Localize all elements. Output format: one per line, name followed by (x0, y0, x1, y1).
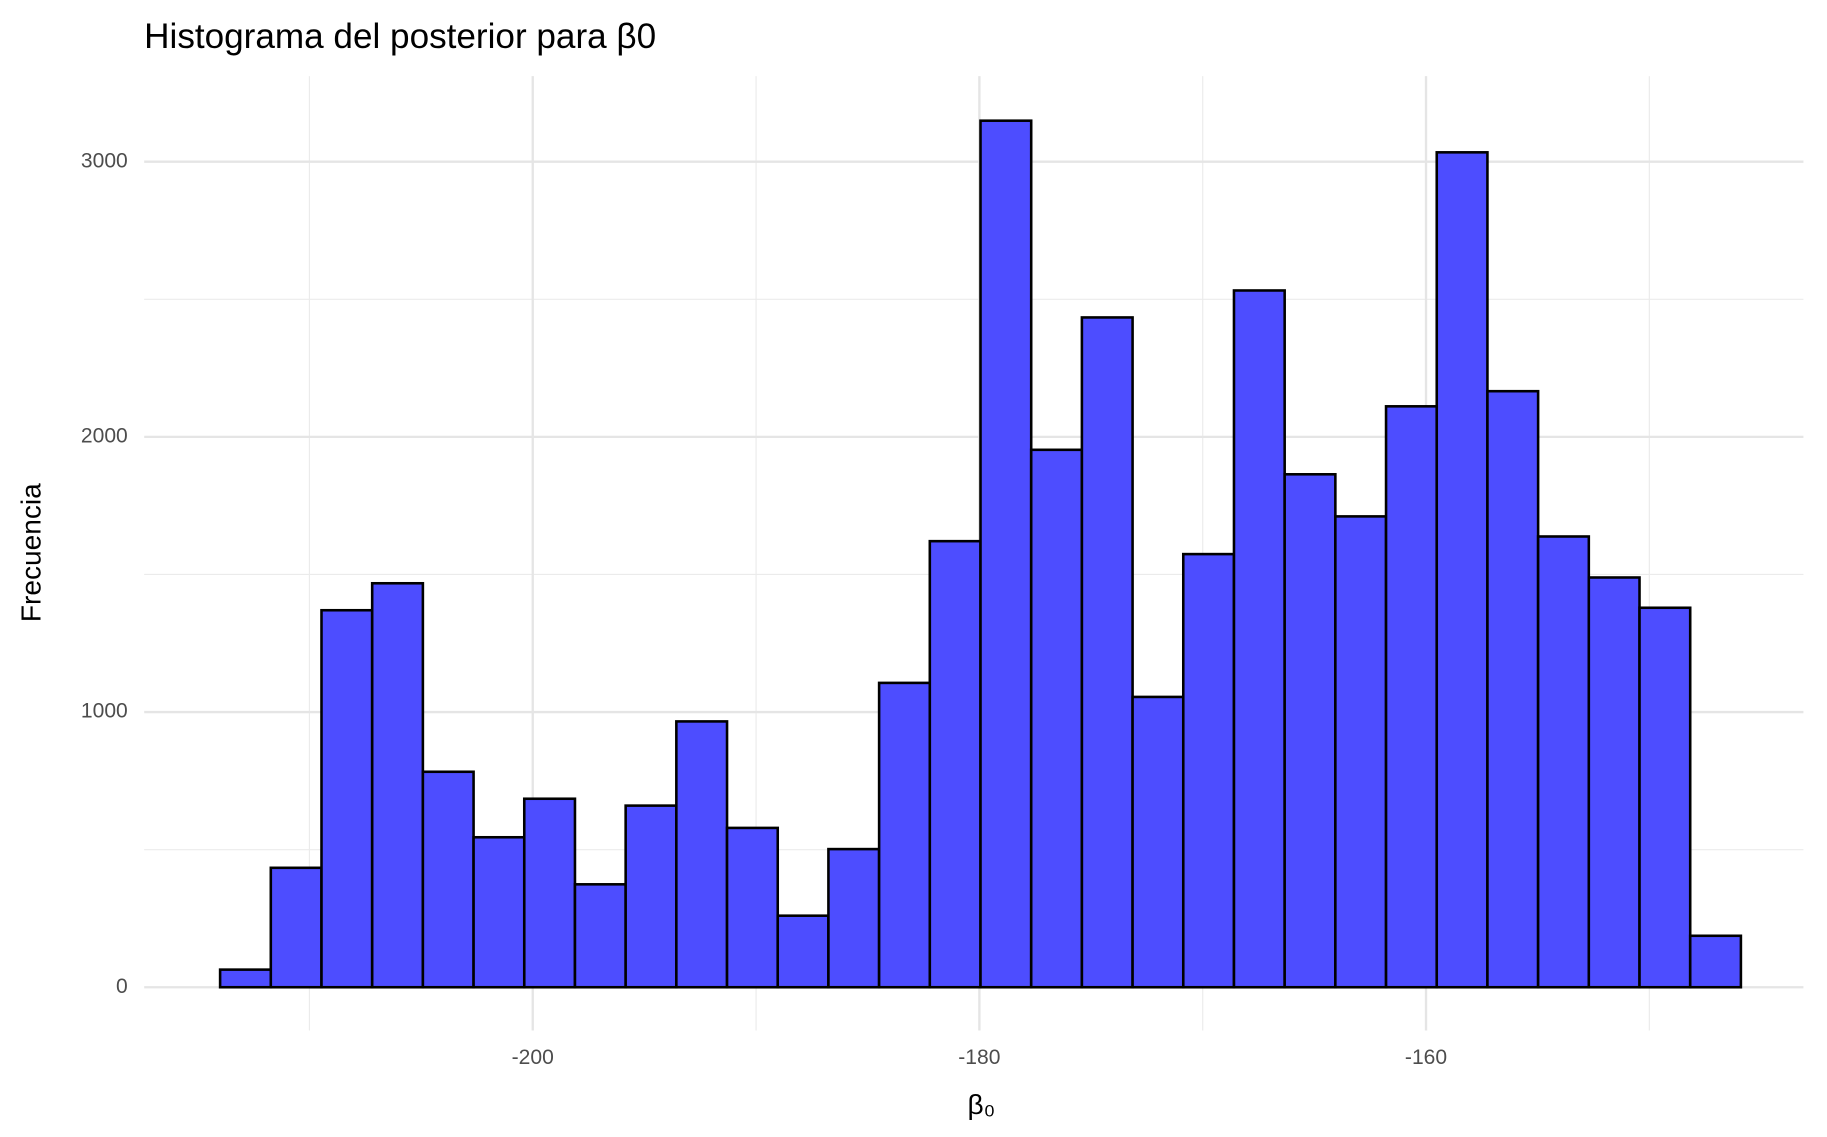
y-tick-label: 0 (116, 975, 128, 998)
y-tick-label: 1000 (81, 700, 128, 723)
bar (1283, 473, 1337, 989)
bar (1486, 389, 1540, 989)
bar (1384, 405, 1439, 989)
bar (979, 119, 1033, 989)
y-tick-label: 3000 (81, 149, 128, 172)
bar (877, 681, 932, 989)
bar (928, 539, 982, 989)
bar (1334, 515, 1388, 989)
bar (370, 581, 425, 989)
bar (522, 797, 577, 989)
x-tick-label: -160 (1405, 1046, 1447, 1069)
bar (1688, 934, 1743, 989)
bar (1080, 316, 1134, 989)
bar (675, 720, 729, 989)
bar (1131, 695, 1185, 989)
bar (1435, 151, 1489, 989)
bar (725, 826, 780, 989)
bar (218, 968, 273, 989)
chart-title: Histograma del posterior para β0 (144, 17, 656, 56)
bar (624, 804, 678, 989)
bar (472, 835, 526, 989)
bar (1587, 576, 1641, 989)
bar (269, 866, 323, 989)
bar (827, 847, 881, 989)
bar (1232, 289, 1286, 989)
bar (320, 608, 374, 989)
bar (1638, 606, 1692, 989)
y-tick-label: 2000 (81, 424, 128, 447)
bar (776, 914, 830, 989)
bar (1181, 552, 1236, 989)
bar (421, 770, 475, 989)
bar (1029, 448, 1084, 989)
x-axis-label: β₀ (968, 1089, 996, 1120)
x-tick-label: -180 (958, 1046, 1000, 1069)
y-axis-label: Frecuencia (15, 483, 46, 622)
bar (573, 883, 627, 989)
bar (1536, 535, 1591, 989)
x-tick-label: -200 (512, 1046, 554, 1069)
